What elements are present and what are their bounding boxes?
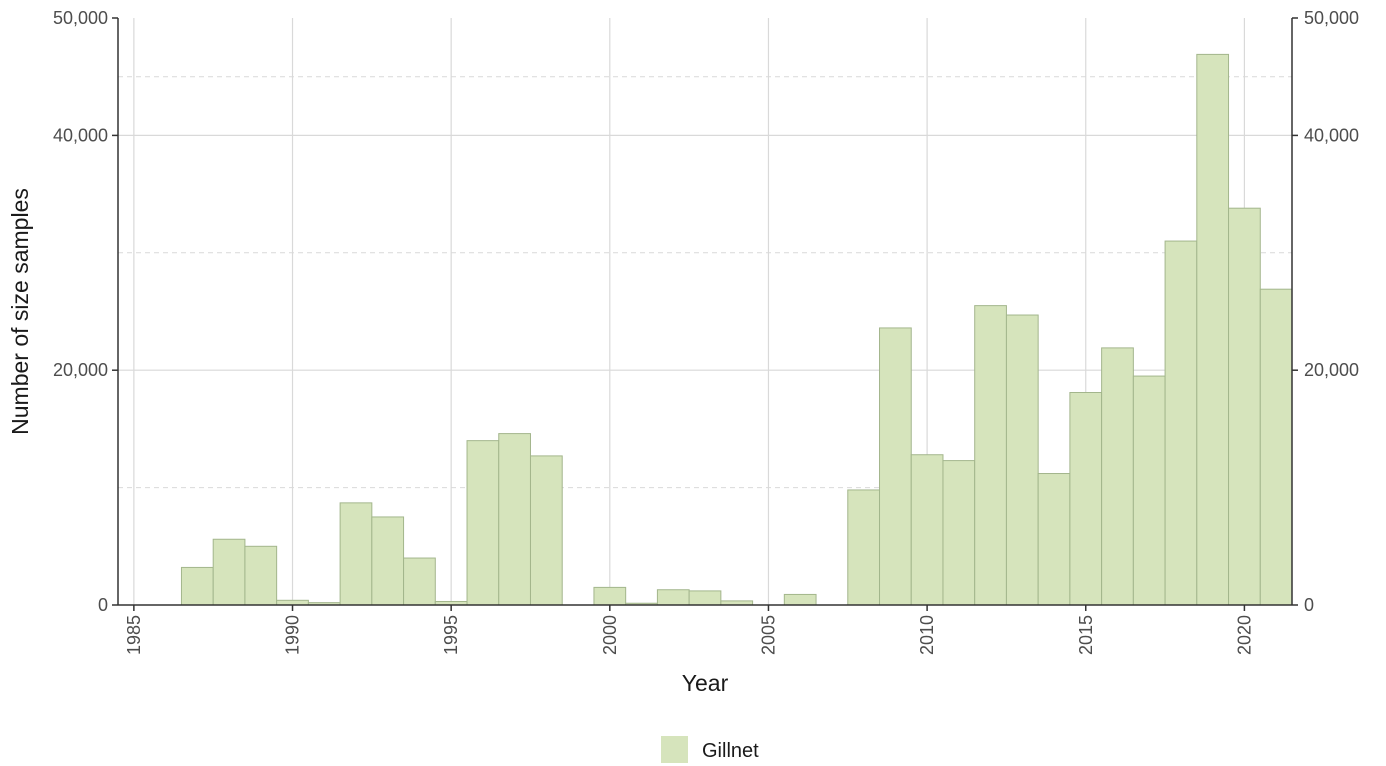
y-tick-label-left-0: 0 xyxy=(98,595,108,615)
bar-1993 xyxy=(371,516,405,606)
legend-label-gillnet: Gillnet xyxy=(702,740,759,762)
axes-group: 0 0 20,000 20,000 40,000 40,000 50,000 50,000 19… xyxy=(53,8,1359,655)
bars-group xyxy=(180,53,1293,606)
bar-2013 xyxy=(1005,314,1039,606)
x-tick-label-1995: 1995 xyxy=(441,615,461,655)
bar-2009 xyxy=(879,327,912,606)
bar-2011 xyxy=(942,460,976,606)
x-tick-label-2015: 2015 xyxy=(1076,615,1096,655)
bar-2014 xyxy=(1037,473,1071,606)
bar-1992 xyxy=(339,502,373,606)
bar-1996 xyxy=(466,440,500,606)
y-tick-label-right-50000: 50,000 xyxy=(1304,8,1359,28)
bar-2006 xyxy=(783,593,817,606)
x-tick-label-1990: 1990 xyxy=(283,615,303,655)
bar-1988 xyxy=(212,538,246,606)
legend: Gillnet xyxy=(661,736,759,763)
bar-1987 xyxy=(180,566,214,606)
bar-2020 xyxy=(1228,207,1261,606)
bar-2000 xyxy=(593,586,627,606)
y-tick-label-left-40000: 40,000 xyxy=(53,125,108,145)
bar-2019 xyxy=(1196,53,1230,606)
bar-2021 xyxy=(1259,288,1293,606)
x-tick-label-2010: 2010 xyxy=(917,615,937,655)
x-tick-label-1985: 1985 xyxy=(124,615,144,655)
y-axis-title: Number of size samples xyxy=(7,188,33,435)
bar-2012 xyxy=(974,305,1007,606)
bar-2015 xyxy=(1069,392,1103,606)
bar-2008 xyxy=(847,489,881,606)
y-tick-label-left-50000: 50,000 xyxy=(53,8,108,28)
y-tick-label-left-20000: 20,000 xyxy=(53,360,108,380)
y-tick-label-right-0: 0 xyxy=(1304,595,1314,615)
bar-1994 xyxy=(403,557,436,606)
bar-2016 xyxy=(1101,347,1134,606)
y-tick-label-right-40000: 40,000 xyxy=(1304,125,1359,145)
bar-2018 xyxy=(1164,240,1198,606)
grid-lines xyxy=(118,18,1292,605)
bar-2017 xyxy=(1132,375,1166,606)
legend-key-gillnet xyxy=(661,736,688,763)
x-tick-label-2020: 2020 xyxy=(1234,615,1254,655)
bar-1998 xyxy=(529,455,563,606)
x-axis-title: Year xyxy=(682,670,729,696)
bar-2010 xyxy=(910,454,944,606)
bar-2003 xyxy=(688,590,722,606)
bar-1989 xyxy=(244,545,278,606)
x-tick-label-2005: 2005 xyxy=(758,615,778,655)
x-tick-label-2000: 2000 xyxy=(600,615,620,655)
y-tick-label-right-20000: 20,000 xyxy=(1304,360,1359,380)
bar-1997 xyxy=(498,433,531,606)
bar-2002 xyxy=(656,589,690,606)
